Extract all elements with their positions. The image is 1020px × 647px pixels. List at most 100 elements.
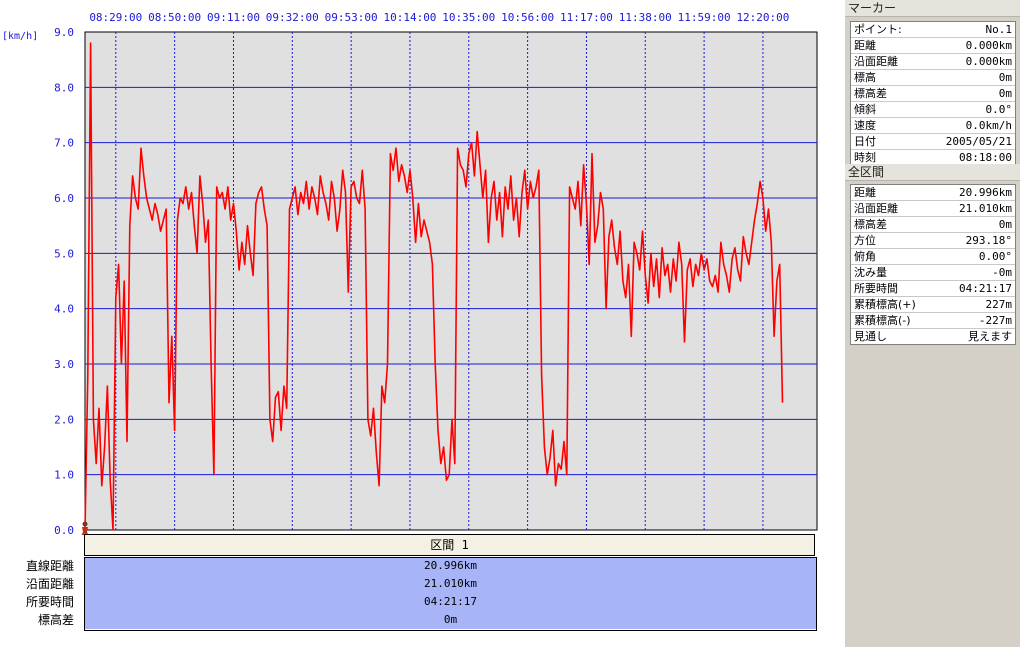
total-row-label: 距離: [854, 186, 876, 199]
segment-header[interactable]: 区間 1: [84, 534, 815, 556]
segment-row-label: 直線距離: [25, 559, 74, 573]
segment-row-label: 所要時間: [25, 595, 74, 609]
segment-row: 直線距離 20.996km: [0, 557, 817, 575]
total-row: 沈み量 -0m: [851, 265, 1015, 281]
total-row: 見通し 見えます: [851, 329, 1015, 344]
marker-row-value: 0.0km/h: [965, 119, 1012, 132]
segment-row: 標高差 0m: [0, 611, 817, 629]
x-tick-label: 09:11:00: [207, 11, 260, 24]
segment-row-value: 0m: [84, 611, 817, 629]
y-tick-label: 9.0: [54, 26, 74, 39]
y-tick-label: 0.0: [54, 524, 74, 535]
total-info-table: 距離 20.996km 沿面距離 21.010km 標高差 0m 方位 293.18° …: [850, 184, 1016, 345]
marker-row: 速度 0.0km/h: [851, 118, 1015, 134]
total-row-label: 見通し: [854, 330, 887, 343]
marker-row: 時刻 08:18:00: [851, 150, 1015, 165]
marker-panel-title: マーカー: [845, 0, 1020, 17]
total-row-value: 227m: [985, 298, 1013, 311]
total-row: 方位 293.18°: [851, 233, 1015, 249]
x-tick-label: 11:17:00: [560, 11, 613, 24]
total-row-value: 0.00°: [978, 250, 1012, 263]
y-tick-label: 4.0: [54, 303, 74, 316]
horizontal-grid: [85, 86, 817, 476]
total-row: 沿面距離 21.010km: [851, 201, 1015, 217]
marker-row-label: 距離: [854, 39, 876, 52]
x-tick-label: 08:29:00: [89, 11, 142, 24]
marker-row-label: 時刻: [854, 151, 876, 164]
marker-row-label: 日付: [854, 135, 876, 148]
total-row: 距離 20.996km: [851, 185, 1015, 201]
marker-row-label: 傾斜: [854, 103, 876, 116]
segment-row-value: 20.996km: [84, 557, 817, 575]
marker-row: 沿面距離 0.000km: [851, 54, 1015, 70]
marker-row: 標高差 0m: [851, 86, 1015, 102]
total-row: 累積標高(+) 227m: [851, 297, 1015, 313]
total-row-value: 04:21:17: [959, 282, 1012, 295]
total-row: 標高差 0m: [851, 217, 1015, 233]
segment-summary-table: 直線距離 20.996km 沿面距離 21.010km 所要時間 04:21:1…: [0, 557, 817, 631]
x-tick-label: 12:20:00: [736, 11, 789, 24]
total-row-value: 見えます: [968, 330, 1012, 343]
y-tick-label: 3.0: [54, 358, 74, 371]
marker-row: ポイント: No.1: [851, 22, 1015, 38]
x-tick-label: 10:14:00: [383, 11, 436, 24]
y-tick-label: 1.0: [54, 469, 74, 482]
total-panel-title: 全区間: [845, 164, 1020, 181]
y-tick-label: 7.0: [54, 137, 74, 150]
plot-area[interactable]: [84, 31, 818, 531]
speed-chart-area: [km/h] 0.0 1.0 2.0 3.0 4.0 5.0 6.0 7.0 8.0 9.0 08…: [0, 0, 845, 631]
total-row: 累積標高(-) -227m: [851, 313, 1015, 329]
total-row-label: 標高差: [854, 218, 887, 231]
x-tick-label: 08:50:00: [148, 11, 201, 24]
x-tick-label: 10:35:00: [442, 11, 495, 24]
total-row-value: -227m: [978, 314, 1012, 327]
total-row-label: 方位: [854, 234, 876, 247]
marker-row-value: 0.000km: [965, 39, 1012, 52]
hiker-marker-icon[interactable]: [81, 521, 89, 536]
marker-row-value: 0.0°: [985, 103, 1013, 116]
speed-chart[interactable]: [km/h] 0.0 1.0 2.0 3.0 4.0 5.0 6.0 7.0 8.0 9.0 08…: [0, 0, 845, 535]
x-tick-label: 09:32:00: [266, 11, 319, 24]
marker-row-label: 標高差: [854, 87, 887, 100]
marker-row-value: No.1: [985, 23, 1013, 36]
total-row: 所要時間 04:21:17: [851, 281, 1015, 297]
total-row-value: 293.18°: [965, 234, 1012, 247]
segment-row-label: 標高差: [37, 613, 74, 627]
marker-row-label: 標高: [854, 71, 876, 84]
y-tick-label: 8.0: [54, 81, 74, 94]
y-tick-label: 2.0: [54, 413, 74, 426]
marker-row-label: 速度: [854, 119, 876, 132]
x-axis-ticks: 08:29:00 08:50:00 09:11:00 09:32:00 09:53:00…: [89, 11, 789, 24]
total-row-label: 累積標高(-): [854, 314, 911, 327]
info-side-panel: マーカー ポイント: No.1 距離 0.000km 沿面距離 0.000km 標高 0…: [845, 0, 1020, 647]
total-row-value: 20.996km: [959, 186, 1012, 199]
marker-row-value: 0.000km: [965, 55, 1012, 68]
segment-row: 沿面距離 21.010km: [0, 575, 817, 593]
speed-series-line: [84, 42, 784, 531]
x-tick-label: 09:53:00: [325, 11, 378, 24]
marker-info-table: ポイント: No.1 距離 0.000km 沿面距離 0.000km 標高 0m 標高差…: [850, 21, 1016, 166]
total-row-label: 沿面距離: [854, 202, 898, 215]
marker-row-value: 2005/05/21: [945, 135, 1012, 148]
marker-row: 距離 0.000km: [851, 38, 1015, 54]
total-row-value: 0m: [998, 218, 1012, 231]
segment-row-label: 沿面距離: [25, 577, 74, 591]
segment-row: 所要時間 04:21:17: [0, 593, 817, 611]
x-tick-label: 11:59:00: [678, 11, 731, 24]
y-tick-label: 6.0: [54, 192, 74, 205]
marker-row-label: 沿面距離: [854, 55, 898, 68]
total-row-label: 沈み量: [854, 266, 887, 279]
total-row-label: 所要時間: [854, 282, 898, 295]
marker-row: 傾斜 0.0°: [851, 102, 1015, 118]
total-row-value: 21.010km: [959, 202, 1012, 215]
y-axis-unit-label: [km/h]: [2, 31, 38, 42]
y-tick-label: 5.0: [54, 247, 74, 260]
marker-row-label: ポイント:: [854, 23, 902, 36]
total-row-value: -0m: [992, 266, 1012, 279]
marker-row: 日付 2005/05/21: [851, 134, 1015, 150]
x-tick-label: 11:38:00: [619, 11, 672, 24]
marker-row-value: 0m: [998, 87, 1012, 100]
total-row-label: 俯角: [854, 250, 876, 263]
marker-row: 標高 0m: [851, 70, 1015, 86]
marker-row-value: 0m: [998, 71, 1012, 84]
